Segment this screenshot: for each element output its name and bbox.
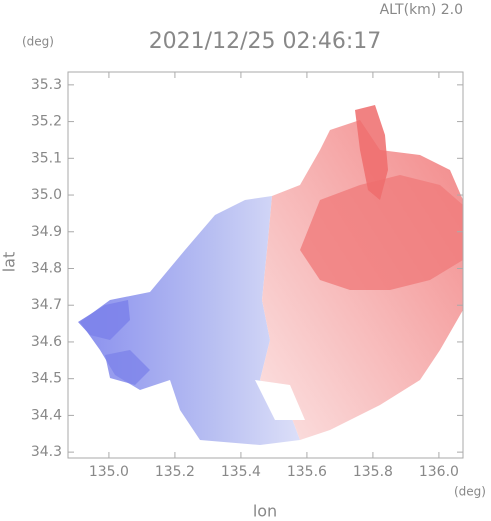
y-tick-label: 34.4: [31, 407, 62, 423]
y-unit: (deg): [22, 35, 54, 49]
y-tick-label: 34.8: [31, 260, 62, 276]
altitude-label: ALT(km) 2.0: [380, 2, 463, 18]
y-tick-label: 35.1: [31, 150, 62, 166]
no-echo: [255, 380, 305, 420]
timestamp: 2021/12/25 02:46:17: [149, 29, 382, 54]
x-tick-label: 136.0: [419, 464, 459, 480]
x-unit: (deg): [454, 485, 486, 499]
y-tick-label: 34.7: [31, 297, 62, 313]
y-tick-label: 34.6: [31, 334, 62, 350]
y-axis-label: lat: [0, 252, 19, 273]
x-tick-label: 135.6: [287, 464, 327, 480]
velocity-field: [78, 105, 463, 445]
y-tick-label: 34.5: [31, 371, 62, 387]
x-tick-label: 135.4: [221, 464, 261, 480]
strong-approaching: [105, 350, 150, 385]
x-axis-label: lon: [253, 502, 277, 521]
strong-receding: [300, 175, 463, 290]
y-tick-label: 35.3: [31, 77, 62, 93]
y-tick-label: 35.2: [31, 114, 62, 130]
y-tick-label: 34.9: [31, 224, 62, 240]
strong-approaching: [78, 300, 130, 340]
plot-frame: [67, 71, 464, 459]
x-tick-label: 135.8: [353, 464, 393, 480]
y-tick-label: 35.0: [31, 187, 62, 203]
x-tick-label: 135.0: [89, 464, 129, 480]
y-tick-label: 34.3: [31, 444, 62, 460]
strong-receding: [355, 105, 388, 200]
x-tick-label: 135.2: [155, 464, 195, 480]
